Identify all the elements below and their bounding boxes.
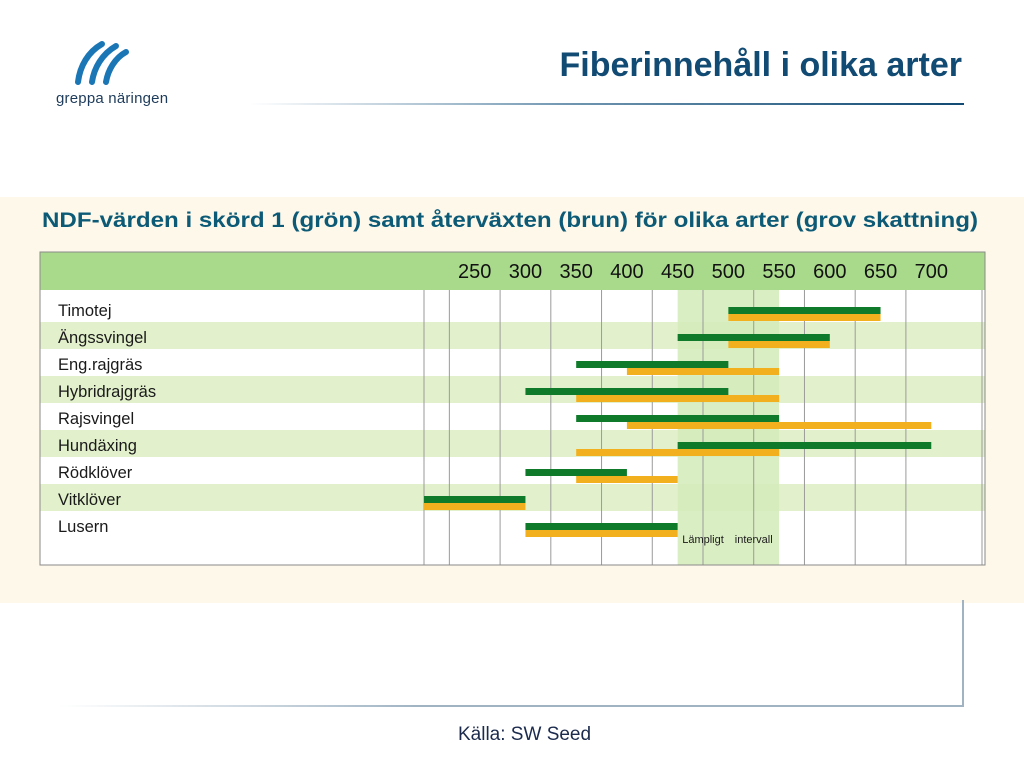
category-label: Timotej — [58, 302, 111, 320]
logo-text: greppa näringen — [56, 90, 169, 107]
green-range-bar — [525, 523, 678, 530]
category-label: Ängssvingel — [58, 329, 147, 347]
green-range-bar — [677, 334, 830, 341]
chart-header-band — [40, 252, 985, 290]
category-label: Rajsvingel — [58, 410, 134, 428]
x-tick-label: 700 — [915, 261, 948, 283]
x-tick-label: 450 — [661, 261, 694, 283]
title-underline — [250, 103, 964, 105]
x-tick-label: 600 — [813, 261, 846, 283]
x-tick-label: 400 — [610, 261, 643, 283]
category-label: Rödklöver — [58, 464, 133, 482]
frame-line-vertical — [962, 600, 964, 706]
category-label: Eng.rajgräs — [58, 356, 142, 374]
orange-range-bar — [576, 449, 780, 456]
green-range-bar — [525, 469, 627, 476]
frame-line-horizontal — [60, 705, 964, 707]
orange-range-bar — [576, 395, 780, 402]
green-range-bar — [728, 307, 881, 314]
row-band — [40, 376, 985, 403]
orange-range-bar — [525, 530, 678, 537]
green-range-bar — [677, 442, 932, 449]
orange-range-bar — [728, 314, 881, 321]
x-tick-label: 650 — [864, 261, 897, 283]
recommended-label-right: intervall — [735, 534, 773, 546]
orange-range-bar — [728, 341, 830, 348]
orange-range-bar — [424, 503, 526, 510]
recommended-label-left: Lämpligt — [682, 534, 724, 546]
category-label: Hybridrajgräs — [58, 383, 156, 401]
x-tick-label: 300 — [509, 261, 542, 283]
chart-title: NDF-värden i skörd 1 (grön) samt återväx… — [42, 208, 978, 232]
x-tick-label: 250 — [458, 261, 491, 283]
category-label: Lusern — [58, 518, 108, 536]
green-range-bar — [424, 496, 526, 503]
chart-border — [39, 251, 986, 566]
chart-image: NDF-värden i skörd 1 (grön) samt återväx… — [0, 197, 1024, 603]
x-tick-label: 550 — [762, 261, 795, 283]
green-range-bar — [525, 388, 729, 395]
category-label: Hundäxing — [58, 437, 137, 455]
row-band — [40, 322, 985, 349]
source-caption: Källa: SW Seed — [458, 724, 592, 745]
ndf-chart: NDF-värden i skörd 1 (grön) samt återväx… — [39, 208, 986, 566]
category-label: Vitklöver — [58, 491, 121, 509]
x-tick-label: 350 — [559, 261, 592, 283]
orange-range-bar — [626, 422, 932, 429]
orange-range-bar — [626, 368, 780, 375]
page-title: Fiberinnehåll i olika arter — [559, 46, 962, 84]
greppa-logo: greppa näringen — [56, 38, 206, 118]
orange-range-bar — [576, 476, 678, 483]
x-tick-label: 500 — [712, 261, 745, 283]
logo-swoosh-icon — [75, 41, 129, 85]
green-range-bar — [576, 415, 780, 422]
green-range-bar — [576, 361, 729, 368]
